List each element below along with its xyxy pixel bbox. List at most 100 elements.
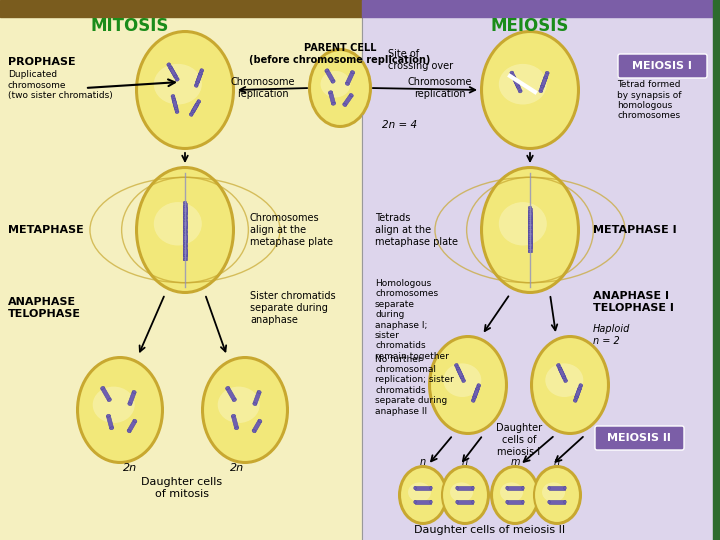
Ellipse shape bbox=[184, 212, 186, 215]
Ellipse shape bbox=[184, 247, 186, 249]
Ellipse shape bbox=[132, 390, 136, 393]
Polygon shape bbox=[184, 220, 186, 232]
Text: MITOSIS: MITOSIS bbox=[91, 17, 169, 35]
Polygon shape bbox=[528, 220, 532, 232]
Ellipse shape bbox=[320, 71, 351, 98]
Ellipse shape bbox=[545, 363, 583, 397]
Text: n: n bbox=[462, 457, 468, 467]
Polygon shape bbox=[415, 486, 431, 490]
Ellipse shape bbox=[579, 384, 582, 386]
Ellipse shape bbox=[231, 414, 235, 417]
Ellipse shape bbox=[528, 226, 532, 229]
Ellipse shape bbox=[440, 465, 490, 525]
Bar bbox=[362, 0, 714, 17]
Ellipse shape bbox=[472, 486, 474, 490]
Text: Duplicated
chromosome
(two sister chromatids): Duplicated chromosome (two sister chroma… bbox=[8, 70, 113, 100]
Bar bbox=[0, 0, 362, 17]
Polygon shape bbox=[127, 420, 137, 432]
Ellipse shape bbox=[546, 71, 549, 74]
Polygon shape bbox=[573, 388, 581, 402]
Ellipse shape bbox=[184, 258, 186, 261]
Ellipse shape bbox=[184, 217, 186, 219]
Text: Chromosome
replication: Chromosome replication bbox=[408, 77, 472, 99]
Text: Tetrads
align at the
metaphase plate: Tetrads align at the metaphase plate bbox=[375, 213, 458, 247]
Ellipse shape bbox=[310, 50, 370, 126]
Ellipse shape bbox=[400, 467, 446, 523]
Ellipse shape bbox=[225, 386, 230, 389]
Ellipse shape bbox=[564, 380, 567, 382]
Polygon shape bbox=[507, 500, 523, 504]
Ellipse shape bbox=[539, 90, 542, 93]
Bar bbox=[0, 17, 362, 540]
Polygon shape bbox=[528, 217, 532, 227]
Ellipse shape bbox=[473, 396, 476, 399]
Polygon shape bbox=[184, 234, 186, 246]
Ellipse shape bbox=[517, 86, 520, 89]
Ellipse shape bbox=[482, 168, 578, 292]
Ellipse shape bbox=[109, 427, 114, 430]
Polygon shape bbox=[454, 364, 464, 379]
Ellipse shape bbox=[184, 244, 186, 246]
Ellipse shape bbox=[428, 335, 508, 435]
Polygon shape bbox=[558, 368, 567, 382]
Polygon shape bbox=[107, 415, 114, 429]
Text: Chromosome
replication: Chromosome replication bbox=[230, 77, 295, 99]
Ellipse shape bbox=[522, 500, 524, 504]
Ellipse shape bbox=[573, 400, 577, 402]
Ellipse shape bbox=[528, 206, 532, 209]
Ellipse shape bbox=[557, 363, 560, 366]
Ellipse shape bbox=[544, 76, 547, 79]
Text: Site of
crossing over: Site of crossing over bbox=[388, 49, 453, 71]
Polygon shape bbox=[507, 486, 523, 490]
Polygon shape bbox=[343, 94, 353, 106]
Polygon shape bbox=[101, 387, 111, 401]
Ellipse shape bbox=[189, 113, 193, 116]
Ellipse shape bbox=[442, 467, 488, 523]
Ellipse shape bbox=[184, 226, 186, 229]
Ellipse shape bbox=[107, 414, 110, 417]
Ellipse shape bbox=[351, 71, 355, 73]
Ellipse shape bbox=[505, 500, 508, 504]
Text: No further
chromosomal
replication; sister
chromatids
separate during
anaphase I: No further chromosomal replication; sist… bbox=[375, 354, 454, 415]
Ellipse shape bbox=[217, 387, 260, 423]
Ellipse shape bbox=[195, 103, 199, 106]
Ellipse shape bbox=[184, 201, 186, 204]
Ellipse shape bbox=[492, 467, 538, 523]
Polygon shape bbox=[184, 245, 186, 255]
Ellipse shape bbox=[528, 250, 532, 253]
Text: MEIOSIS: MEIOSIS bbox=[491, 17, 570, 35]
Polygon shape bbox=[346, 71, 354, 85]
Ellipse shape bbox=[482, 32, 578, 148]
Polygon shape bbox=[528, 227, 532, 239]
Text: PARENT CELL
(before chromosome replication): PARENT CELL (before chromosome replicati… bbox=[249, 43, 431, 65]
Text: PROPHASE I
Tetrad formed
by synapsis of
homologous
chromosomes: PROPHASE I Tetrad formed by synapsis of … bbox=[617, 70, 682, 120]
Text: Homologous
chromosomes
separate
during
anaphase I;
sister
chromatids
remain toge: Homologous chromosomes separate during a… bbox=[375, 279, 449, 361]
Ellipse shape bbox=[201, 356, 289, 464]
Polygon shape bbox=[512, 76, 522, 92]
Polygon shape bbox=[575, 384, 582, 398]
Text: METAPHASE I: METAPHASE I bbox=[593, 225, 677, 235]
Ellipse shape bbox=[542, 482, 565, 502]
Ellipse shape bbox=[512, 76, 516, 78]
Text: PROPHASE: PROPHASE bbox=[8, 57, 76, 67]
Ellipse shape bbox=[174, 107, 178, 110]
Ellipse shape bbox=[528, 210, 532, 213]
Polygon shape bbox=[189, 104, 199, 116]
Polygon shape bbox=[171, 96, 178, 109]
Polygon shape bbox=[541, 72, 549, 87]
Polygon shape bbox=[172, 99, 179, 113]
Text: Daughter cells of meiosis II: Daughter cells of meiosis II bbox=[415, 525, 566, 535]
Ellipse shape bbox=[522, 486, 524, 490]
Polygon shape bbox=[549, 486, 565, 490]
Ellipse shape bbox=[477, 384, 481, 386]
Polygon shape bbox=[415, 500, 431, 504]
Ellipse shape bbox=[235, 427, 238, 430]
Ellipse shape bbox=[534, 467, 580, 523]
Ellipse shape bbox=[528, 230, 532, 233]
Polygon shape bbox=[457, 500, 473, 504]
Polygon shape bbox=[528, 207, 532, 219]
Polygon shape bbox=[184, 206, 186, 218]
Polygon shape bbox=[528, 212, 532, 222]
Ellipse shape bbox=[528, 235, 532, 238]
Text: m: m bbox=[510, 457, 520, 467]
